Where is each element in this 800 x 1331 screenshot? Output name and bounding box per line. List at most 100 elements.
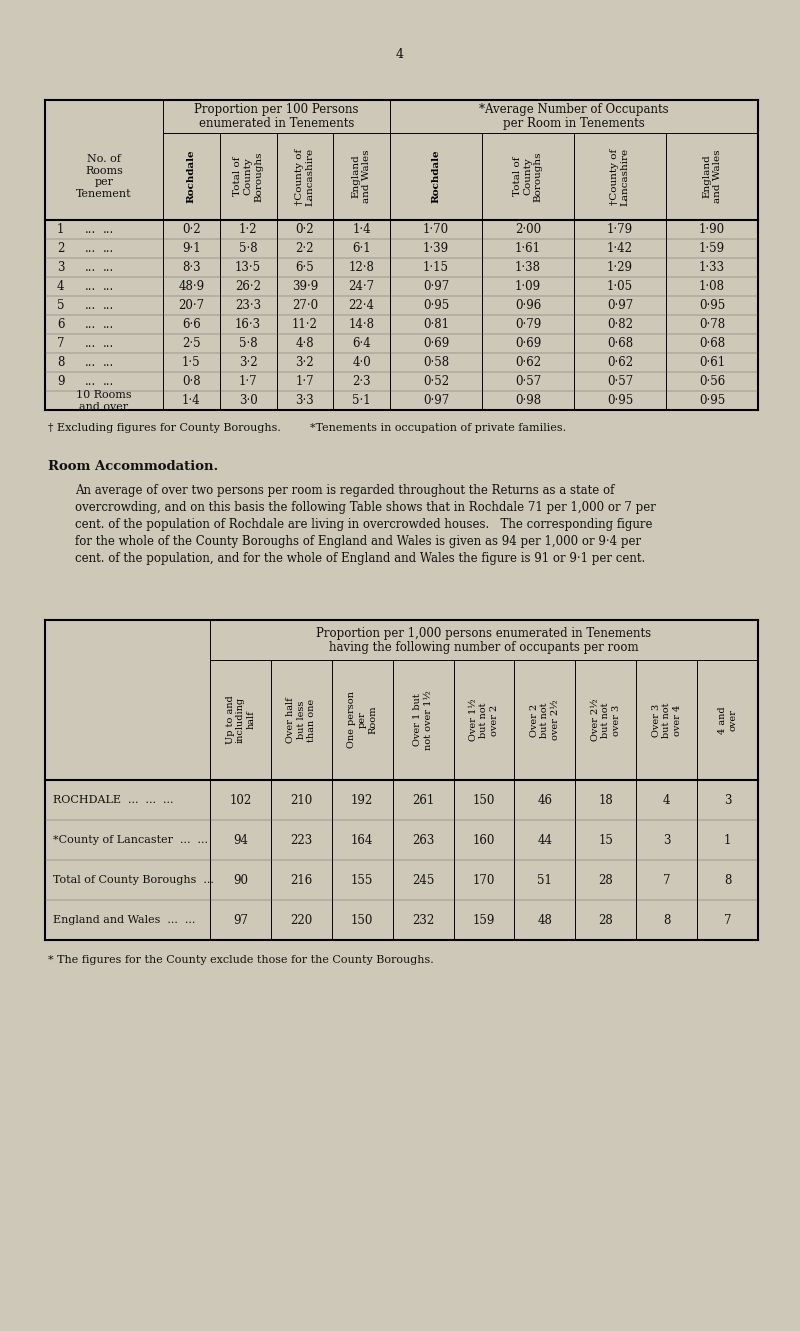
Text: 14·8: 14·8 [349,318,374,331]
Text: ...: ... [85,224,96,236]
Text: 3·3: 3·3 [295,394,314,407]
Text: 3·0: 3·0 [238,394,258,407]
Text: 5·1: 5·1 [352,394,371,407]
Text: 2·3: 2·3 [352,375,371,389]
Text: 39·9: 39·9 [292,280,318,293]
Text: Over half
but less
than one: Over half but less than one [286,697,316,743]
Text: 0·82: 0·82 [607,318,633,331]
Text: 155: 155 [351,873,374,886]
Text: 1·39: 1·39 [423,242,449,256]
Text: 0·52: 0·52 [423,375,449,389]
Text: England
and Wales: England and Wales [702,150,722,204]
Text: 6: 6 [57,318,65,331]
Text: 1·61: 1·61 [515,242,541,256]
Text: 4·0: 4·0 [352,355,371,369]
Text: 0·95: 0·95 [423,299,449,311]
Text: 90: 90 [233,873,248,886]
Text: ...: ... [103,337,114,350]
Text: 2·5: 2·5 [182,337,201,350]
Text: 1·5: 1·5 [182,355,201,369]
Text: 44: 44 [538,833,552,847]
Text: 0·95: 0·95 [699,299,725,311]
Text: ...: ... [103,318,114,331]
Text: 3·2: 3·2 [239,355,258,369]
Text: 6·4: 6·4 [352,337,371,350]
Text: 0·95: 0·95 [699,394,725,407]
Text: 8·3: 8·3 [182,261,201,274]
Text: Over 3
but not
over 4: Over 3 but not over 4 [652,703,682,737]
Text: 9: 9 [57,375,65,389]
Text: *Tenements in occupation of private families.: *Tenements in occupation of private fami… [310,423,566,433]
Text: 216: 216 [290,873,313,886]
Text: 27·0: 27·0 [292,299,318,311]
Text: An average of over two persons per room is regarded throughout the Returns as a : An average of over two persons per room … [75,484,614,496]
Text: 0·8: 0·8 [182,375,201,389]
Text: Over 2½
but not
over 3: Over 2½ but not over 3 [591,699,621,741]
Text: Over 2
but not
over 2½: Over 2 but not over 2½ [530,700,560,740]
Text: 13·5: 13·5 [235,261,261,274]
Text: ROCHDALE  ...  ...  ...: ROCHDALE ... ... ... [53,795,174,805]
Text: 192: 192 [351,793,374,807]
Text: ...: ... [85,318,96,331]
Text: 5·8: 5·8 [239,242,258,256]
Text: † Excluding figures for County Boroughs.: † Excluding figures for County Boroughs. [48,423,281,433]
Text: 3: 3 [724,793,731,807]
Text: 3: 3 [663,833,670,847]
Text: 1·70: 1·70 [423,224,449,236]
Text: 1·05: 1·05 [607,280,633,293]
Text: 0·95: 0·95 [607,394,633,407]
Text: ...: ... [85,242,96,256]
Text: 0·68: 0·68 [607,337,633,350]
Text: 22·4: 22·4 [349,299,374,311]
Text: ...: ... [85,337,96,350]
Text: 0·97: 0·97 [423,280,449,293]
Text: 8: 8 [57,355,64,369]
Text: †County of
Lancashire: †County of Lancashire [295,148,314,205]
Text: 245: 245 [412,873,434,886]
Text: cent. of the population, and for the whole of England and Wales the figure is 91: cent. of the population, and for the who… [75,552,646,564]
Text: 0·69: 0·69 [515,337,541,350]
Text: No. of
Rooms
per
Tenement: No. of Rooms per Tenement [76,154,132,198]
Text: 1·7: 1·7 [239,375,258,389]
Text: 48·9: 48·9 [178,280,205,293]
Text: Total of
County
Boroughs: Total of County Boroughs [513,152,543,202]
Text: 16·3: 16·3 [235,318,261,331]
Text: 1·38: 1·38 [515,261,541,274]
Text: 1·42: 1·42 [607,242,633,256]
Text: Rochdale: Rochdale [431,149,441,204]
Text: 4·8: 4·8 [295,337,314,350]
Text: 5·8: 5·8 [239,337,258,350]
Text: 7: 7 [724,913,731,926]
Text: 150: 150 [473,793,495,807]
Text: 160: 160 [473,833,495,847]
Text: Rochdale: Rochdale [187,149,196,204]
Text: 0·56: 0·56 [699,375,725,389]
Text: *County of Lancaster  ...  ...: *County of Lancaster ... ... [53,835,208,845]
Text: 94: 94 [233,833,248,847]
Text: enumerated in Tenements: enumerated in Tenements [199,117,354,130]
Text: 0·96: 0·96 [515,299,541,311]
Text: per Room in Tenements: per Room in Tenements [503,117,645,130]
Text: 1·4: 1·4 [182,394,201,407]
Text: 6·1: 6·1 [352,242,371,256]
Text: 2·00: 2·00 [515,224,541,236]
Text: 159: 159 [473,913,495,926]
Text: 0·61: 0·61 [699,355,725,369]
Text: Over 1½
but not
over 2: Over 1½ but not over 2 [469,699,499,741]
Text: 1·4: 1·4 [352,224,371,236]
Text: 223: 223 [290,833,313,847]
Text: 12·8: 12·8 [349,261,374,274]
Text: 6·6: 6·6 [182,318,201,331]
Text: ...: ... [103,280,114,293]
Text: 263: 263 [412,833,434,847]
Text: ...: ... [85,280,96,293]
Text: ...: ... [103,224,114,236]
Text: ...: ... [103,355,114,369]
Text: 51: 51 [538,873,552,886]
Text: ...: ... [85,299,96,311]
Text: 0·57: 0·57 [607,375,633,389]
Text: England
and Wales: England and Wales [352,150,371,204]
Text: 150: 150 [351,913,374,926]
Text: 3: 3 [57,261,65,274]
Text: 170: 170 [473,873,495,886]
